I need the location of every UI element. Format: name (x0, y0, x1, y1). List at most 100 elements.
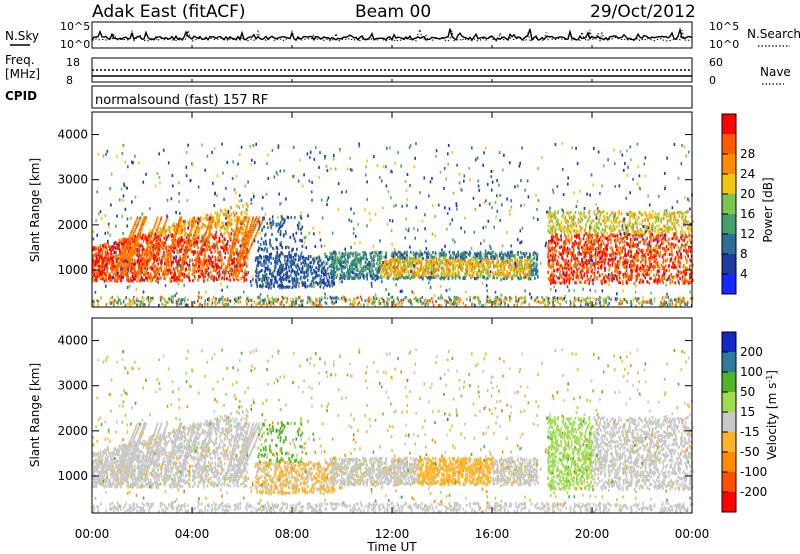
power-cell (502, 277, 505, 281)
power-cell (150, 255, 152, 259)
power-cell (279, 221, 282, 225)
power-cell (132, 226, 135, 230)
power-cell (268, 284, 271, 288)
power-cell (124, 273, 127, 276)
power-cell (111, 253, 113, 257)
power-cell (243, 235, 245, 239)
power-cell (124, 251, 126, 255)
power-cell (134, 258, 136, 262)
power-cell (137, 266, 140, 270)
power-cell (142, 250, 145, 254)
power-cell (144, 251, 147, 255)
power-cell (135, 220, 137, 224)
power-cell (128, 241, 131, 245)
power-cell (275, 237, 277, 241)
power-cell (188, 221, 191, 225)
power-cell (439, 276, 441, 280)
power-cell (247, 204, 249, 208)
power-cell (164, 262, 166, 265)
power-cell (180, 239, 183, 243)
power-cell (275, 275, 277, 279)
power-cell (203, 276, 205, 280)
power-cell (147, 271, 149, 275)
power-cell (256, 264, 258, 268)
power-cell (643, 233, 646, 236)
power-cell (300, 231, 303, 235)
power-cell (225, 269, 228, 273)
power-cell (331, 270, 334, 274)
power-cell (138, 235, 140, 239)
power-cell (102, 244, 104, 248)
power-cell (142, 237, 145, 241)
power-cell (221, 246, 223, 250)
power-cell (322, 260, 325, 264)
power-cell (156, 235, 158, 239)
power-cell (244, 272, 246, 276)
power-cell (258, 216, 261, 220)
power-cell (101, 255, 103, 259)
power-cell (299, 238, 301, 242)
power-cell (448, 263, 451, 267)
power-cell (160, 216, 163, 220)
noise-tick-right-top: 10^5 (709, 20, 739, 33)
power-cell (395, 267, 397, 271)
power-cell (235, 269, 238, 273)
power-cell (315, 280, 317, 284)
power-cell (215, 269, 217, 273)
power-cell (166, 250, 168, 254)
power-cell (125, 269, 127, 273)
power-cell (150, 251, 152, 255)
power-cell (176, 279, 178, 283)
power-cell (207, 266, 210, 270)
power-cell (449, 269, 452, 273)
power-cell (156, 258, 159, 262)
power-cell (188, 240, 190, 244)
power-cell (182, 267, 184, 271)
power-cell (295, 274, 297, 278)
power-cell (419, 268, 421, 272)
power-cell (230, 218, 232, 222)
power-cell (131, 237, 134, 241)
power-cell (145, 272, 148, 276)
power-cell (189, 248, 192, 252)
power-cell (144, 259, 146, 263)
power-cell (490, 256, 492, 260)
power-cell (238, 230, 241, 233)
power-cell (454, 267, 457, 271)
power-cell (139, 279, 141, 283)
power-cell (239, 269, 241, 273)
power-cell (202, 273, 204, 276)
power-cell (500, 257, 503, 261)
power-cell (365, 257, 367, 261)
power-cell (226, 213, 228, 217)
power-cell (151, 231, 153, 235)
power-cell (506, 256, 509, 260)
power-cell (221, 270, 224, 274)
power-cell (103, 266, 106, 270)
power-cell (191, 273, 194, 276)
power-cell (217, 217, 220, 221)
power-cell (532, 273, 535, 277)
power-cell (179, 216, 181, 220)
power-cell (497, 269, 499, 273)
power-cell (216, 241, 218, 245)
power-cell (405, 259, 407, 263)
power-cell (307, 264, 310, 268)
power-cell (277, 269, 279, 273)
power-cell (297, 278, 299, 281)
power-cell (502, 270, 505, 274)
power-cell (443, 277, 445, 281)
power-cell (343, 264, 345, 268)
power-cell (176, 262, 178, 266)
power-cell (510, 258, 512, 262)
power-cell (153, 235, 156, 239)
power-cell (441, 270, 443, 274)
power-cell (187, 255, 189, 259)
power-cell (276, 253, 278, 257)
power-cell (156, 216, 159, 220)
power-cell (131, 249, 134, 253)
power-cell (179, 258, 181, 262)
power-cell (230, 206, 232, 210)
power-cell (115, 271, 118, 274)
power-cell (232, 239, 235, 243)
